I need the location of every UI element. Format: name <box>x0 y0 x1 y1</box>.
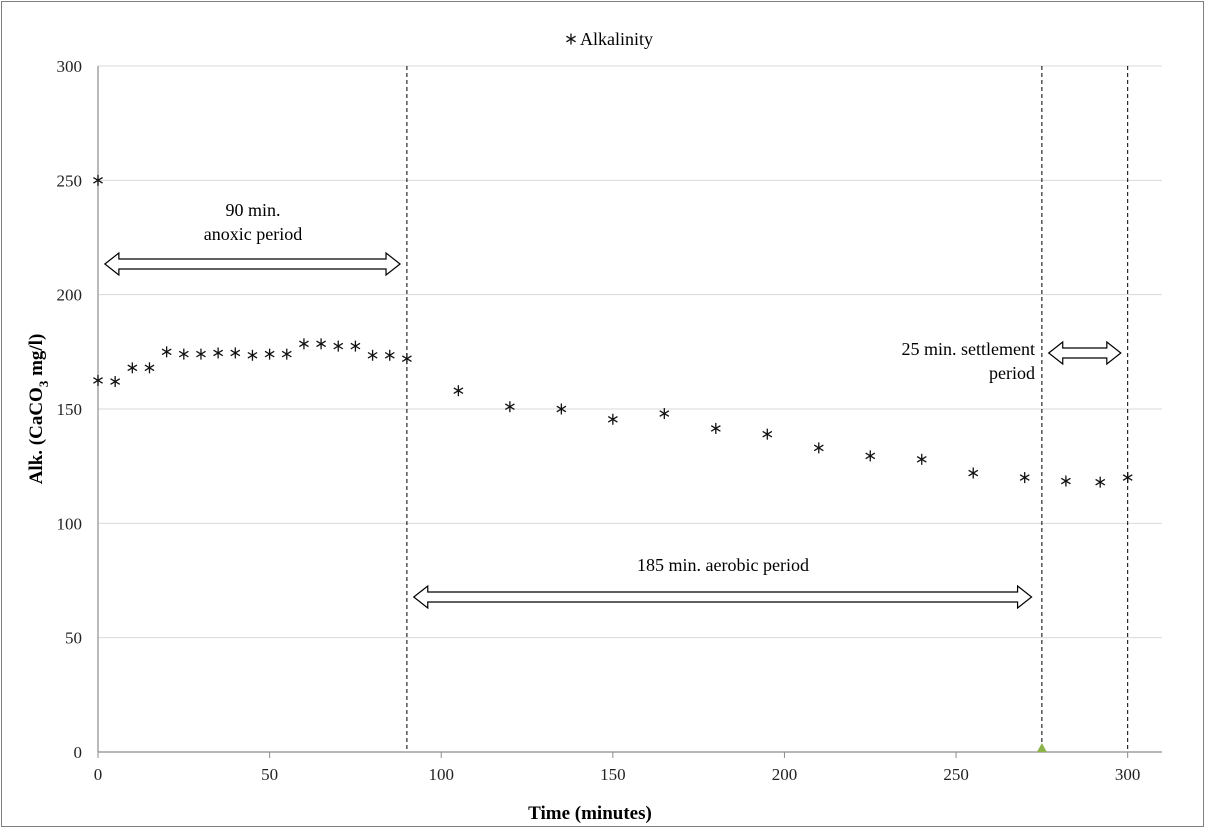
x-tick-label: 50 <box>261 765 278 784</box>
period-double-arrow <box>412 584 1033 610</box>
y-axis-title-unit: mg/l) <box>26 334 47 381</box>
data-point <box>762 428 773 440</box>
data-points <box>93 174 1133 752</box>
data-point <box>161 346 172 358</box>
data-point <box>710 422 721 434</box>
data-point <box>316 338 327 350</box>
data-point <box>93 174 103 186</box>
triangle-marker <box>1036 743 1047 752</box>
tick-labels: 0 50 100 150 200 250 300 0 50 100 150 200 250 300 <box>57 57 1141 784</box>
x-tick-label: 200 <box>772 765 798 784</box>
data-point <box>1060 475 1071 487</box>
x-tick-label: 300 <box>1115 765 1141 784</box>
data-point <box>367 349 378 361</box>
annotation-texts: 90 min. anoxic period 185 min. aerobic per… <box>204 200 1035 575</box>
data-point <box>178 348 189 360</box>
data-point <box>230 347 241 359</box>
data-point <box>110 376 121 388</box>
y-tick-label: 250 <box>57 171 83 190</box>
annotation-arrows <box>103 251 1122 610</box>
annotation-text: period <box>989 363 1035 383</box>
annotation-text: 185 min. aerobic period <box>637 555 809 575</box>
data-point <box>968 467 979 479</box>
x-tick-label: 250 <box>943 765 969 784</box>
y-tick-label: 300 <box>57 57 83 76</box>
y-tick-label: 150 <box>57 400 83 419</box>
data-point <box>916 453 927 465</box>
y-tick-label: 50 <box>65 629 82 648</box>
data-point <box>264 348 275 360</box>
y-axis-title-subscript: 3 <box>36 380 51 387</box>
data-point <box>384 349 395 361</box>
data-point <box>93 374 103 386</box>
x-tick-label: 150 <box>600 765 626 784</box>
y-tick-label: 100 <box>57 514 83 533</box>
legend-asterisk <box>566 33 576 45</box>
data-point <box>556 403 567 415</box>
data-point <box>813 442 824 454</box>
data-point <box>865 450 876 462</box>
data-point <box>1019 472 1030 484</box>
legend-marker-icon <box>566 33 576 45</box>
x-axis-title: Time (minutes) <box>528 803 652 824</box>
data-point <box>504 401 515 413</box>
data-point <box>144 362 155 374</box>
legend: Alkalinity <box>566 29 653 49</box>
data-point <box>401 353 412 365</box>
annotation-text: 90 min. <box>225 200 280 220</box>
data-point <box>333 340 344 352</box>
data-point <box>281 348 292 360</box>
data-point <box>607 413 618 425</box>
data-point <box>350 340 361 352</box>
data-point <box>1122 472 1133 484</box>
data-point <box>196 348 206 360</box>
annotation-lines <box>406 66 1129 752</box>
x-tick-label: 100 <box>428 765 454 784</box>
data-point <box>1095 476 1106 488</box>
data-point <box>299 338 309 350</box>
y-axis-title: Alk. (CaCO3 mg/l) <box>26 334 51 485</box>
annotation-text: 25 min. settlement <box>902 339 1035 359</box>
legend-label: Alkalinity <box>580 29 653 49</box>
data-point <box>453 385 464 397</box>
data-point <box>247 349 258 361</box>
data-point <box>213 347 224 359</box>
y-tick-label: 0 <box>74 743 83 762</box>
data-point <box>659 408 670 420</box>
grid-lines <box>98 65 1162 639</box>
period-double-arrow <box>103 251 402 277</box>
annotation-text: anoxic period <box>204 224 302 244</box>
data-point <box>127 362 138 374</box>
y-axis-title-main: Alk. (CaCO <box>26 387 47 484</box>
y-tick-label: 200 <box>57 286 83 305</box>
x-tick-label: 0 <box>94 765 103 784</box>
period-double-arrow <box>1047 340 1122 366</box>
